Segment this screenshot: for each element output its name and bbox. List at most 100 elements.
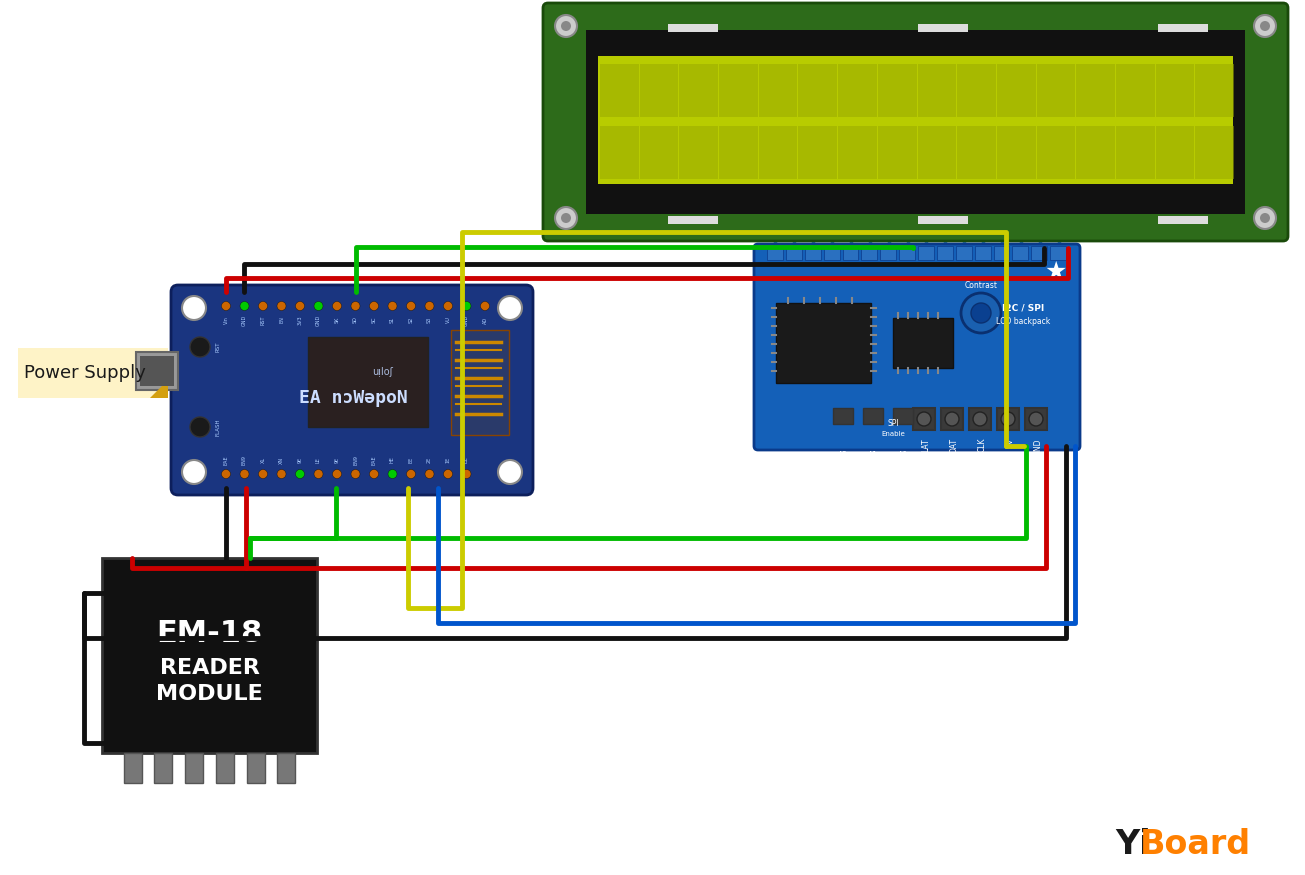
Circle shape bbox=[499, 296, 522, 320]
Circle shape bbox=[369, 302, 378, 311]
Bar bbox=[997, 126, 1036, 179]
Bar bbox=[997, 408, 1019, 430]
Bar bbox=[937, 246, 953, 260]
Text: ★: ★ bbox=[1045, 260, 1067, 284]
Bar bbox=[805, 246, 821, 260]
Bar bbox=[955, 246, 972, 260]
Text: SD: SD bbox=[352, 317, 358, 324]
Bar bbox=[1158, 216, 1208, 224]
Bar bbox=[1077, 126, 1114, 179]
Bar bbox=[893, 318, 953, 368]
Text: EAE: EAE bbox=[372, 455, 377, 465]
Bar bbox=[1156, 64, 1194, 117]
Text: LE: LE bbox=[316, 457, 321, 463]
Circle shape bbox=[369, 470, 378, 479]
Text: HE: HE bbox=[390, 457, 395, 464]
Circle shape bbox=[974, 412, 987, 426]
Circle shape bbox=[406, 302, 415, 311]
Bar bbox=[668, 216, 718, 224]
FancyBboxPatch shape bbox=[171, 285, 532, 495]
Bar bbox=[863, 408, 883, 424]
Bar bbox=[600, 64, 638, 117]
Circle shape bbox=[425, 302, 435, 311]
Bar bbox=[917, 24, 968, 32]
Circle shape bbox=[462, 302, 471, 311]
Bar bbox=[957, 64, 996, 117]
Circle shape bbox=[181, 296, 206, 320]
Bar bbox=[823, 246, 839, 260]
Text: S1: S1 bbox=[390, 317, 395, 323]
Bar bbox=[600, 126, 638, 179]
Bar bbox=[917, 64, 957, 117]
Text: EAE: EAE bbox=[223, 455, 228, 465]
Bar bbox=[1024, 408, 1047, 430]
Circle shape bbox=[388, 302, 397, 311]
Text: DAT: DAT bbox=[950, 438, 958, 453]
Text: Power Supply: Power Supply bbox=[23, 364, 146, 382]
Circle shape bbox=[1001, 412, 1015, 426]
Bar bbox=[1116, 64, 1155, 117]
Circle shape bbox=[295, 470, 304, 479]
Bar bbox=[277, 753, 295, 783]
Circle shape bbox=[277, 302, 286, 311]
Text: A2: A2 bbox=[838, 452, 848, 460]
FancyBboxPatch shape bbox=[102, 558, 317, 753]
Text: EE: EE bbox=[408, 457, 414, 463]
Circle shape bbox=[222, 470, 231, 479]
Text: S3: S3 bbox=[427, 317, 432, 323]
Text: uᴉloʃ: uᴉloʃ bbox=[372, 367, 393, 377]
Text: 3V3: 3V3 bbox=[298, 315, 303, 325]
Circle shape bbox=[444, 302, 453, 311]
Text: I2C / SPI: I2C / SPI bbox=[1002, 304, 1044, 312]
Text: Board: Board bbox=[1141, 829, 1251, 862]
Text: SK: SK bbox=[334, 317, 339, 323]
Text: 5V: 5V bbox=[1005, 438, 1014, 448]
Bar bbox=[452, 330, 509, 435]
Circle shape bbox=[191, 417, 210, 437]
Circle shape bbox=[1261, 21, 1270, 31]
Bar bbox=[136, 352, 177, 390]
Text: CLK: CLK bbox=[977, 438, 987, 452]
Bar bbox=[838, 126, 877, 179]
Bar bbox=[997, 64, 1036, 117]
Circle shape bbox=[945, 412, 959, 426]
Circle shape bbox=[480, 302, 489, 311]
Bar bbox=[639, 126, 679, 179]
Text: DE: DE bbox=[465, 457, 468, 464]
Bar bbox=[838, 64, 877, 117]
Text: EN9: EN9 bbox=[352, 455, 358, 465]
Text: Vin: Vin bbox=[223, 316, 228, 324]
Text: GND: GND bbox=[1034, 438, 1043, 456]
Bar bbox=[598, 56, 1233, 184]
Text: EM-18: EM-18 bbox=[157, 619, 262, 648]
Bar bbox=[799, 126, 837, 179]
Text: Yi: Yi bbox=[1114, 829, 1151, 862]
Text: GND: GND bbox=[241, 314, 247, 326]
Circle shape bbox=[561, 21, 572, 31]
Circle shape bbox=[240, 470, 249, 479]
Text: GND: GND bbox=[465, 314, 468, 326]
FancyBboxPatch shape bbox=[754, 244, 1081, 450]
Circle shape bbox=[258, 302, 268, 311]
Bar bbox=[913, 408, 934, 430]
Text: EN9: EN9 bbox=[241, 455, 247, 465]
Circle shape bbox=[295, 302, 304, 311]
Bar bbox=[1195, 64, 1235, 117]
Text: SPI: SPI bbox=[887, 419, 899, 429]
Circle shape bbox=[499, 460, 522, 484]
Bar bbox=[680, 126, 718, 179]
Bar bbox=[215, 753, 234, 783]
Circle shape bbox=[406, 470, 415, 479]
Text: LCD backpack: LCD backpack bbox=[996, 318, 1051, 326]
Bar bbox=[878, 64, 916, 117]
Text: AD: AD bbox=[483, 317, 488, 324]
Bar bbox=[833, 408, 853, 424]
Bar bbox=[1036, 64, 1075, 117]
Bar bbox=[893, 408, 914, 424]
Bar bbox=[970, 408, 990, 430]
Circle shape bbox=[561, 213, 572, 223]
Circle shape bbox=[315, 302, 324, 311]
Text: XN: XN bbox=[279, 457, 284, 464]
Circle shape bbox=[333, 302, 342, 311]
Circle shape bbox=[971, 303, 990, 323]
